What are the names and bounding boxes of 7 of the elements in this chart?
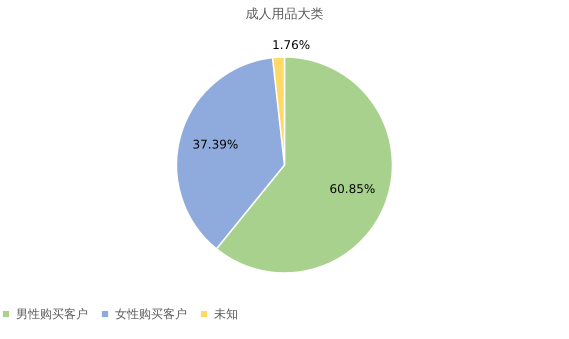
data-label: 1.76% [272,38,310,52]
data-label: 37.39% [192,138,238,152]
legend-label: 女性购买客户 [115,307,187,322]
legend-label: 未知 [214,307,238,322]
data-label: 60.85% [329,182,376,196]
legend-label: 男性购买客户 [16,307,88,322]
chart-title: 成人用品大类 [246,7,324,22]
